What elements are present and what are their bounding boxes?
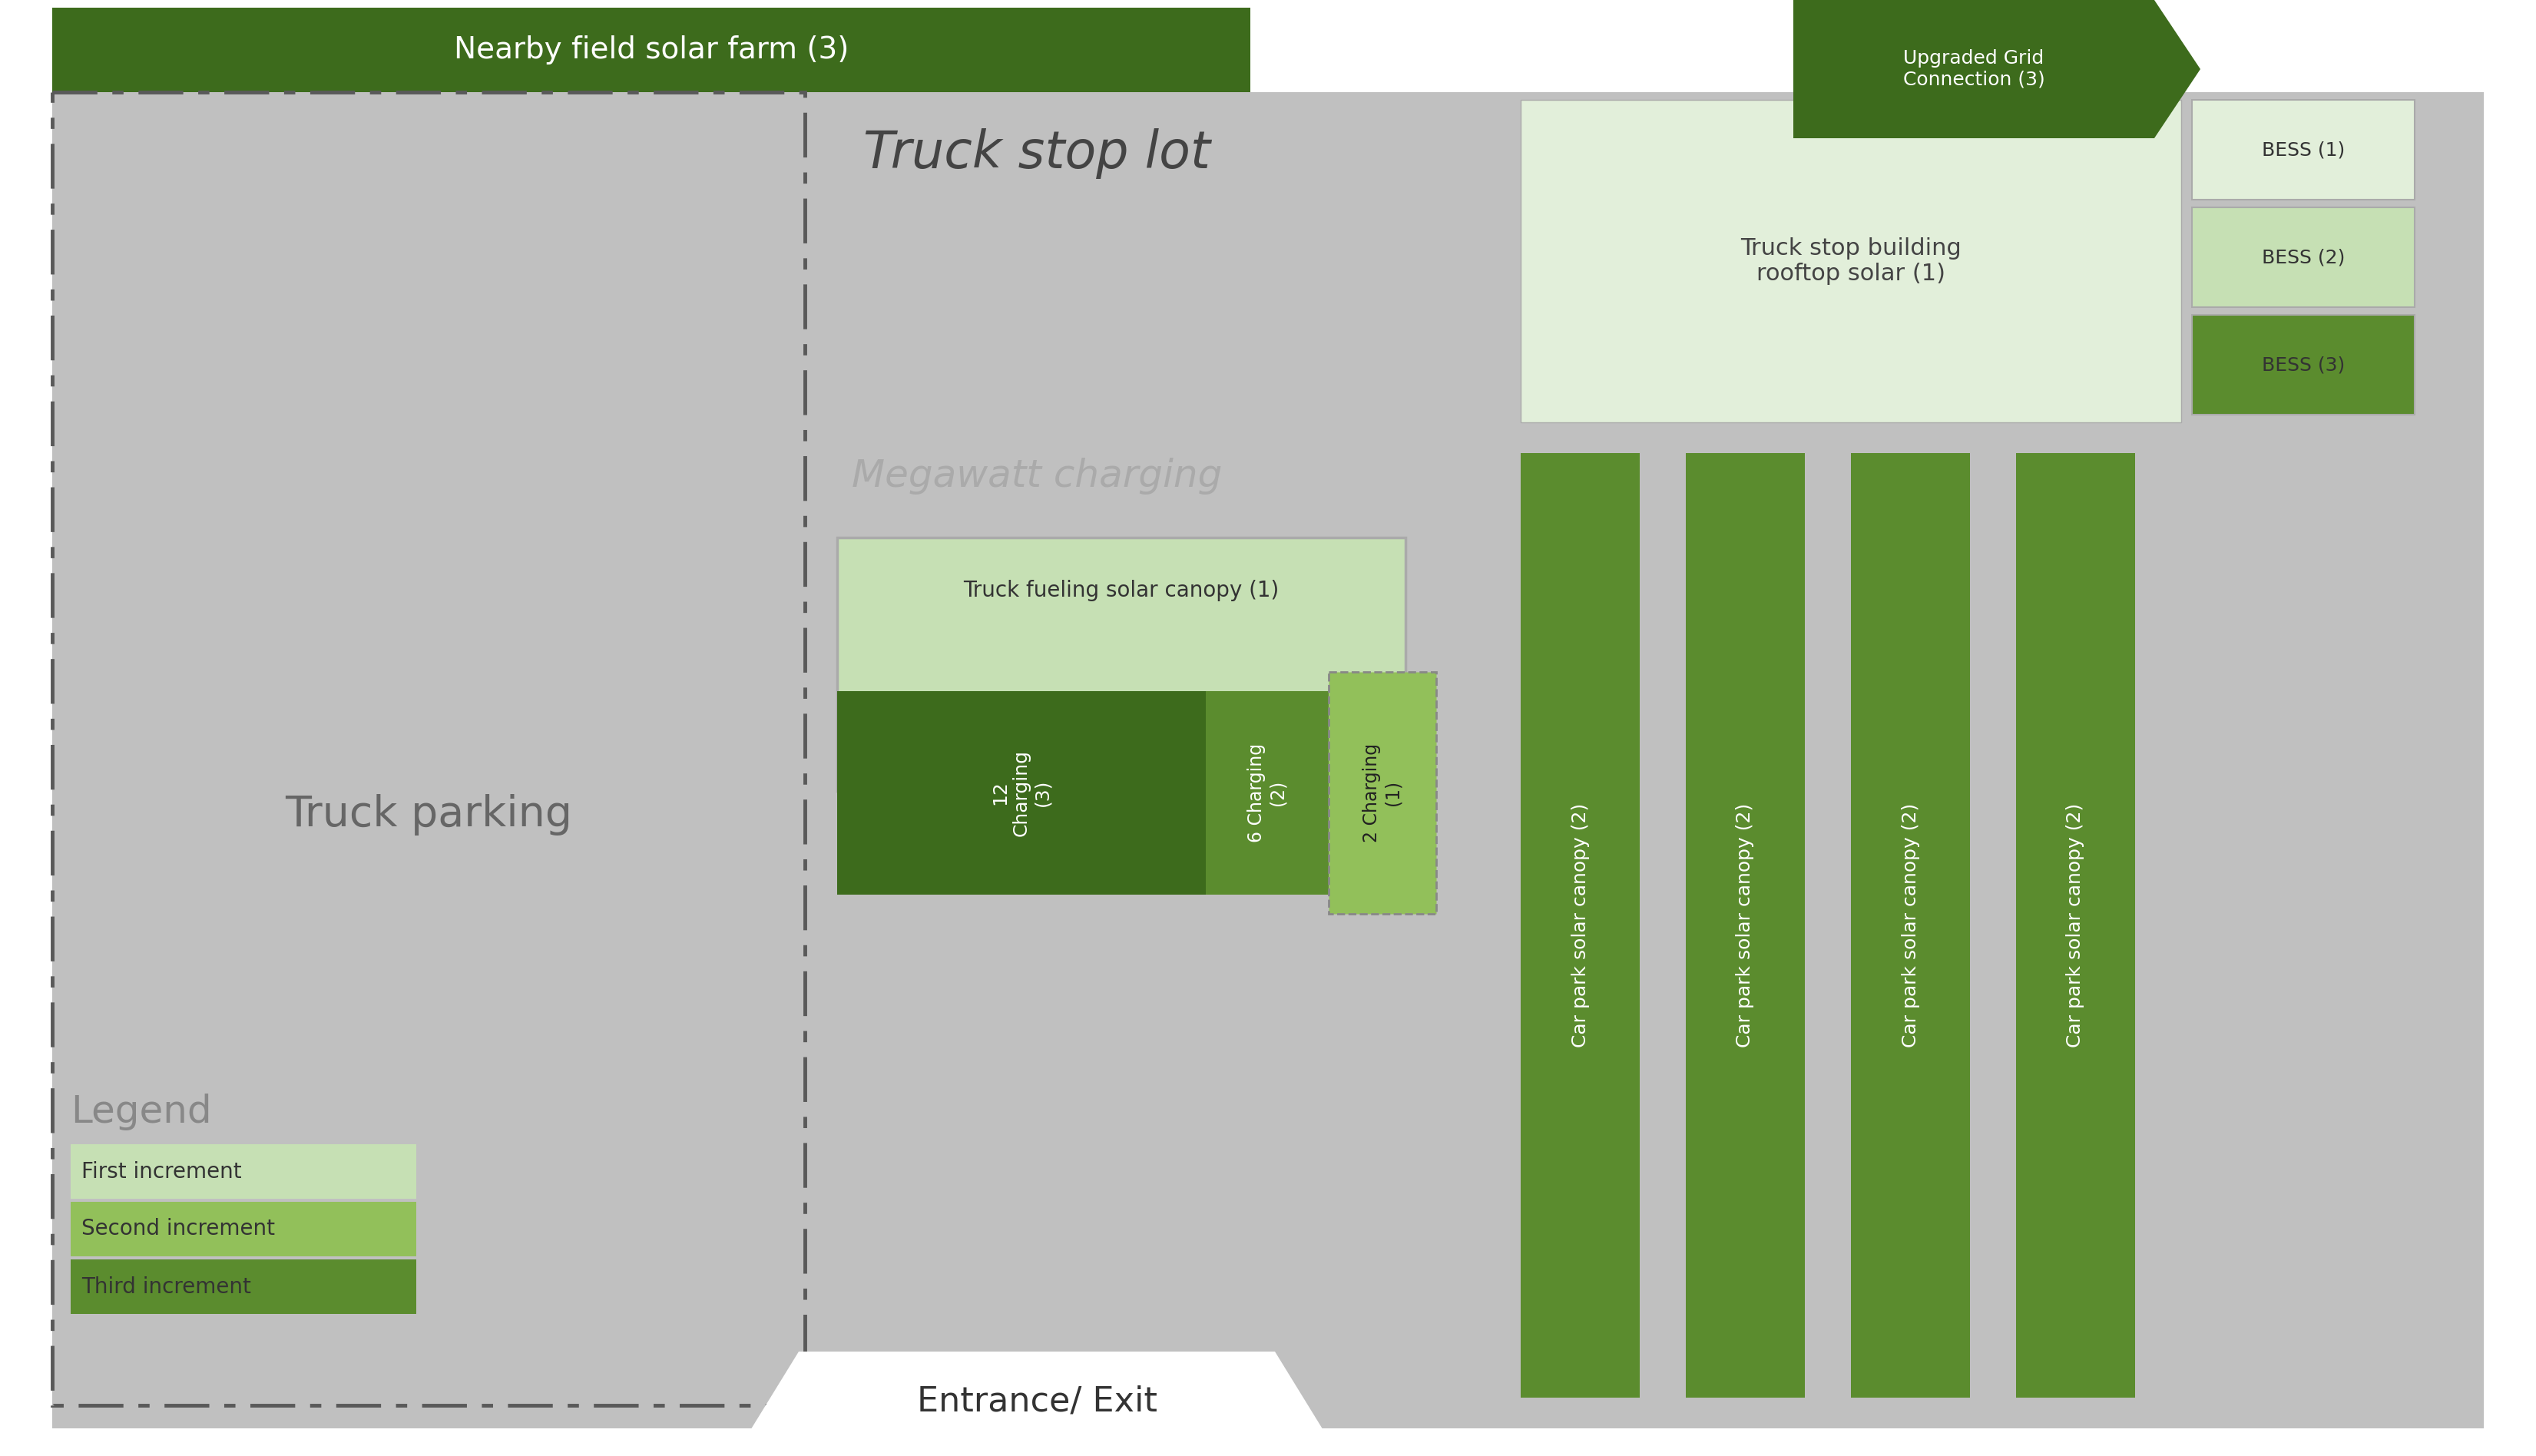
Text: 2 Charging
(1): 2 Charging (1) <box>1362 744 1402 843</box>
Bar <box>71 1144 416 1198</box>
Bar <box>1686 453 1806 1398</box>
Text: Megawatt charging: Megawatt charging <box>852 457 1222 495</box>
Text: Third increment: Third increment <box>81 1275 251 1297</box>
Text: Truck parking: Truck parking <box>284 794 573 836</box>
Polygon shape <box>1793 0 2201 138</box>
Text: BESS (3): BESS (3) <box>2262 355 2346 374</box>
Text: Legend: Legend <box>71 1093 210 1130</box>
Bar <box>71 1259 416 1313</box>
Bar <box>1205 692 1329 894</box>
Polygon shape <box>738 1351 1336 1452</box>
Bar <box>2191 314 2414 415</box>
Bar <box>2016 453 2135 1398</box>
Bar <box>1522 100 2181 422</box>
Text: Car park solar canopy (2): Car park solar canopy (2) <box>2067 804 2085 1047</box>
Text: Car park solar canopy (2): Car park solar canopy (2) <box>1902 804 1920 1047</box>
Bar <box>2191 207 2414 307</box>
Text: 12
Charging
(3): 12 Charging (3) <box>992 750 1052 836</box>
Text: Truck stop building
rooftop solar (1): Truck stop building rooftop solar (1) <box>1740 237 1960 285</box>
Text: Upgraded Grid
Connection (3): Upgraded Grid Connection (3) <box>1902 50 2044 89</box>
Bar <box>837 537 1405 791</box>
Text: First increment: First increment <box>81 1160 241 1182</box>
Text: Nearby field solar farm (3): Nearby field solar farm (3) <box>454 35 850 64</box>
Bar <box>2191 100 2414 199</box>
Bar <box>71 1201 416 1257</box>
Text: Truck fueling solar canopy (1): Truck fueling solar canopy (1) <box>964 579 1278 601</box>
Text: 6 Charging
(2): 6 Charging (2) <box>1248 744 1288 843</box>
Bar <box>53 7 1250 92</box>
Text: BESS (1): BESS (1) <box>2262 141 2346 159</box>
Bar <box>1851 453 1970 1398</box>
Text: BESS (2): BESS (2) <box>2262 248 2346 266</box>
Text: Car park solar canopy (2): Car park solar canopy (2) <box>1737 804 1755 1047</box>
Text: Truck stop lot: Truck stop lot <box>862 128 1210 179</box>
Bar <box>1522 453 1641 1398</box>
Bar <box>837 692 1205 894</box>
Text: Car park solar canopy (2): Car park solar canopy (2) <box>1570 804 1590 1047</box>
Bar <box>53 92 804 1405</box>
Bar <box>1329 671 1435 914</box>
Text: Second increment: Second increment <box>81 1219 274 1241</box>
Text: Entrance/ Exit: Entrance/ Exit <box>915 1385 1156 1418</box>
